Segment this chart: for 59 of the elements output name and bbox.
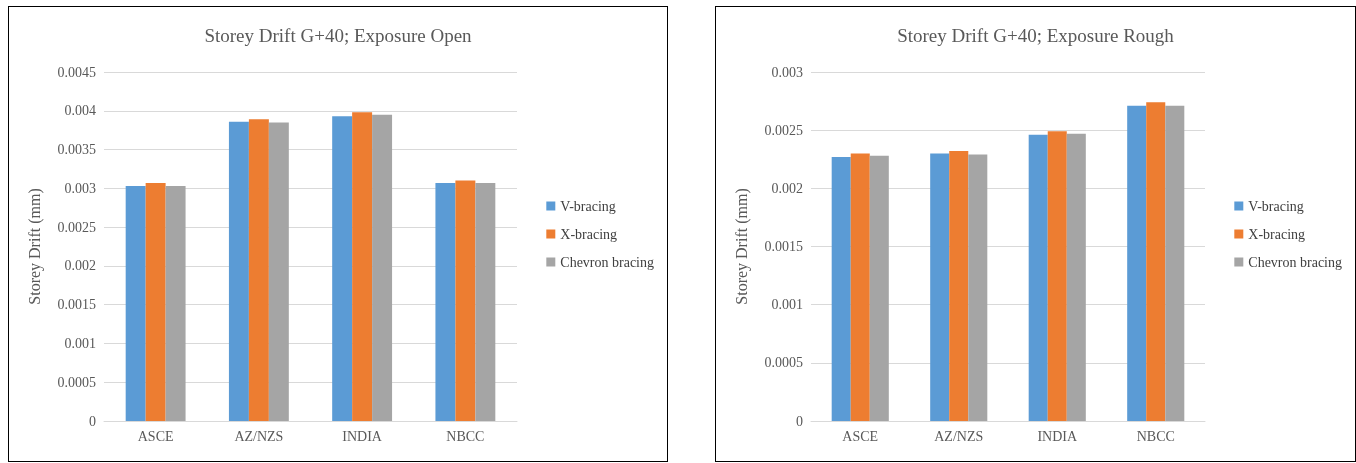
y-tick-label: 0 [796, 413, 803, 429]
x-tick-label: NBCC [1136, 428, 1175, 444]
x-tick-label: ASCE [842, 428, 879, 444]
bar [1165, 105, 1185, 421]
y-tick-label: 0.0025 [57, 219, 96, 235]
legend-label: V-bracing [1248, 198, 1304, 214]
y-tick-label: 0.003 [64, 180, 96, 196]
x-tick-label: INDIA [1037, 428, 1078, 444]
y-tick-label: 0.0045 [57, 64, 96, 80]
bar [372, 114, 393, 421]
bar [850, 153, 870, 421]
bar [145, 182, 166, 421]
bar [1146, 102, 1166, 421]
y-tick-label: 0.002 [771, 180, 803, 196]
bar [352, 112, 373, 421]
bar [968, 154, 988, 421]
x-tick-label: ASCE [137, 428, 174, 444]
bar [1127, 105, 1147, 421]
y-tick-label: 0.0035 [57, 142, 96, 158]
y-tick-label: 0.004 [64, 103, 96, 119]
bar [1047, 131, 1067, 421]
chart-title: Storey Drift G+40; Exposure Open [204, 25, 473, 46]
y-axis-title: Storey Drift (mm) [25, 188, 44, 305]
bar [125, 186, 146, 421]
y-tick-label: 0.0015 [764, 239, 803, 254]
legend-label: Chevron bracing [1248, 254, 1343, 270]
y-axis-title: Storey Drift (mm) [732, 188, 751, 305]
x-tick-label: NBCC [446, 428, 485, 444]
x-tick-label: AZ/NZS [934, 428, 984, 444]
bar [1028, 134, 1048, 421]
bar [831, 156, 851, 421]
y-tick-label: 0.002 [64, 258, 96, 274]
legend-label: X-bracing [560, 226, 618, 242]
bar [869, 155, 889, 421]
y-tick-label: 0.0015 [57, 297, 96, 313]
bar [930, 153, 950, 421]
legend-label: Chevron bracing [560, 254, 655, 270]
bar [332, 116, 353, 421]
y-tick-label: 0.001 [771, 297, 803, 313]
bar [455, 180, 476, 421]
bar [949, 151, 969, 421]
x-tick-label: AZ/NZS [234, 428, 284, 444]
legend-label: X-bracing [1248, 226, 1306, 242]
legend-label: V-bracing [560, 198, 616, 214]
bar [1066, 133, 1086, 421]
bar [165, 186, 186, 421]
x-tick-label: INDIA [342, 428, 383, 444]
y-tick-label: 0.0005 [57, 374, 96, 390]
bar [268, 122, 289, 421]
chart-title: Storey Drift G+40; Exposure Rough [897, 25, 1175, 46]
bar [435, 182, 456, 421]
bar [248, 119, 269, 421]
y-tick-label: 0.003 [771, 64, 803, 80]
y-tick-label: 0.0005 [764, 355, 803, 371]
y-tick-label: 0.001 [64, 335, 96, 351]
y-tick-label: 0.0025 [764, 122, 803, 138]
y-tick-label: 0 [89, 413, 96, 429]
bar [475, 182, 496, 421]
bar [228, 121, 249, 421]
